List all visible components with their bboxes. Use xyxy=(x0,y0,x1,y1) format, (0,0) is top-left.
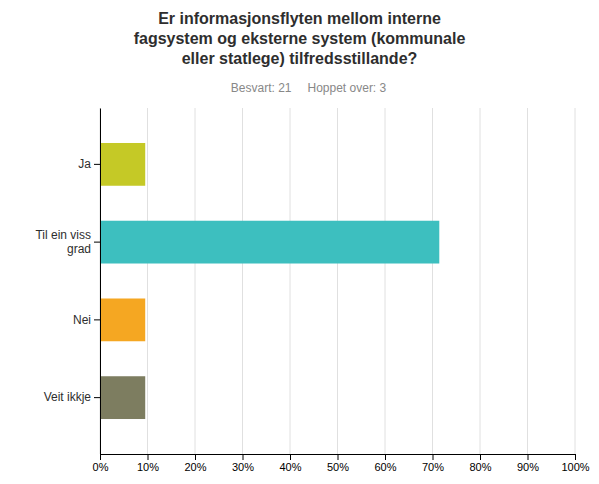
grid-line xyxy=(480,108,481,454)
grid-line xyxy=(242,108,243,454)
plot: 0% 10% 20% 30% 40% 50% 60% 70% 80% 90% 100% Ja Til e… xyxy=(35,108,589,473)
grid-line xyxy=(385,108,386,454)
x-tick-mark xyxy=(385,454,386,460)
x-tick-mark xyxy=(480,454,481,460)
y-tick-label: Ja xyxy=(78,157,91,171)
x-tick-label: 50% xyxy=(327,461,349,473)
y-tick-label: Nei xyxy=(73,313,91,327)
x-tick: 20% xyxy=(184,454,206,473)
y-tick: Til ein vissgrad xyxy=(35,228,100,256)
x-tick: 50% xyxy=(327,454,349,473)
y-tick-mark xyxy=(94,164,100,165)
x-tick: 100% xyxy=(561,454,589,473)
grid-line xyxy=(147,108,148,454)
grid-line xyxy=(527,108,528,454)
x-tick-mark xyxy=(528,454,529,460)
x-tick-mark xyxy=(148,454,149,460)
grid-line xyxy=(337,108,338,454)
x-tick-label: 20% xyxy=(184,461,206,473)
x-tick: 60% xyxy=(374,454,396,473)
title: Er informasjonsflyten mellom internefags… xyxy=(134,10,466,67)
grid-line xyxy=(100,108,101,454)
x-tick-label: 60% xyxy=(374,461,396,473)
x-tick-label: 30% xyxy=(232,461,254,473)
bars xyxy=(100,143,439,419)
x-tick: 30% xyxy=(232,454,254,473)
x-tick-label: 40% xyxy=(279,461,301,473)
x-tick-label: 0% xyxy=(93,461,109,473)
x-tick: 10% xyxy=(137,454,159,473)
y-tick: Ja xyxy=(78,157,100,171)
chart: Er informasjonsflyten mellom internefags… xyxy=(0,0,599,484)
grid-line xyxy=(575,108,576,454)
y-tick-mark xyxy=(94,242,100,243)
x-tick-label: 100% xyxy=(561,461,589,473)
y-axis-line xyxy=(100,109,101,455)
y-tick-mark xyxy=(94,319,100,320)
bar xyxy=(100,143,145,186)
x-tick: 90% xyxy=(517,454,539,473)
y-axis: Ja Til ein vissgrad Nei Veit ikkje xyxy=(35,109,100,455)
y-tick: Nei xyxy=(73,313,100,327)
bar xyxy=(100,376,145,419)
x-tick: 0% xyxy=(93,454,109,473)
grid-line xyxy=(432,108,433,454)
x-tick-mark xyxy=(195,454,196,460)
x-tick-mark xyxy=(338,454,339,460)
y-tick: Veit ikkje xyxy=(44,390,100,404)
subtitle: Besvart: 21 xyxy=(231,81,292,95)
x-axis: 0% 10% 20% 30% 40% 50% 60% 70% 80% 90% 100% xyxy=(93,454,590,473)
y-tick-mark xyxy=(94,397,100,398)
grid xyxy=(100,108,575,454)
y-tick-label: Til ein vissgrad xyxy=(35,228,91,256)
bar xyxy=(100,221,439,264)
y-tick-label: Veit ikkje xyxy=(44,390,92,404)
x-tick-mark xyxy=(243,454,244,460)
x-tick-label: 70% xyxy=(422,461,444,473)
x-tick-mark xyxy=(100,454,101,460)
bar xyxy=(100,298,145,341)
x-tick: 70% xyxy=(422,454,444,473)
x-tick-label: 90% xyxy=(517,461,539,473)
grid-line xyxy=(290,108,291,454)
x-tick: 80% xyxy=(469,454,491,473)
x-tick-label: 10% xyxy=(137,461,159,473)
x-tick-mark xyxy=(290,454,291,460)
subtitle: Hoppet over: 3 xyxy=(308,81,387,95)
x-tick: 40% xyxy=(279,454,301,473)
x-tick-label: 80% xyxy=(469,461,491,473)
x-tick-mark xyxy=(433,454,434,460)
grid-line xyxy=(195,108,196,454)
x-tick-mark xyxy=(575,454,576,460)
